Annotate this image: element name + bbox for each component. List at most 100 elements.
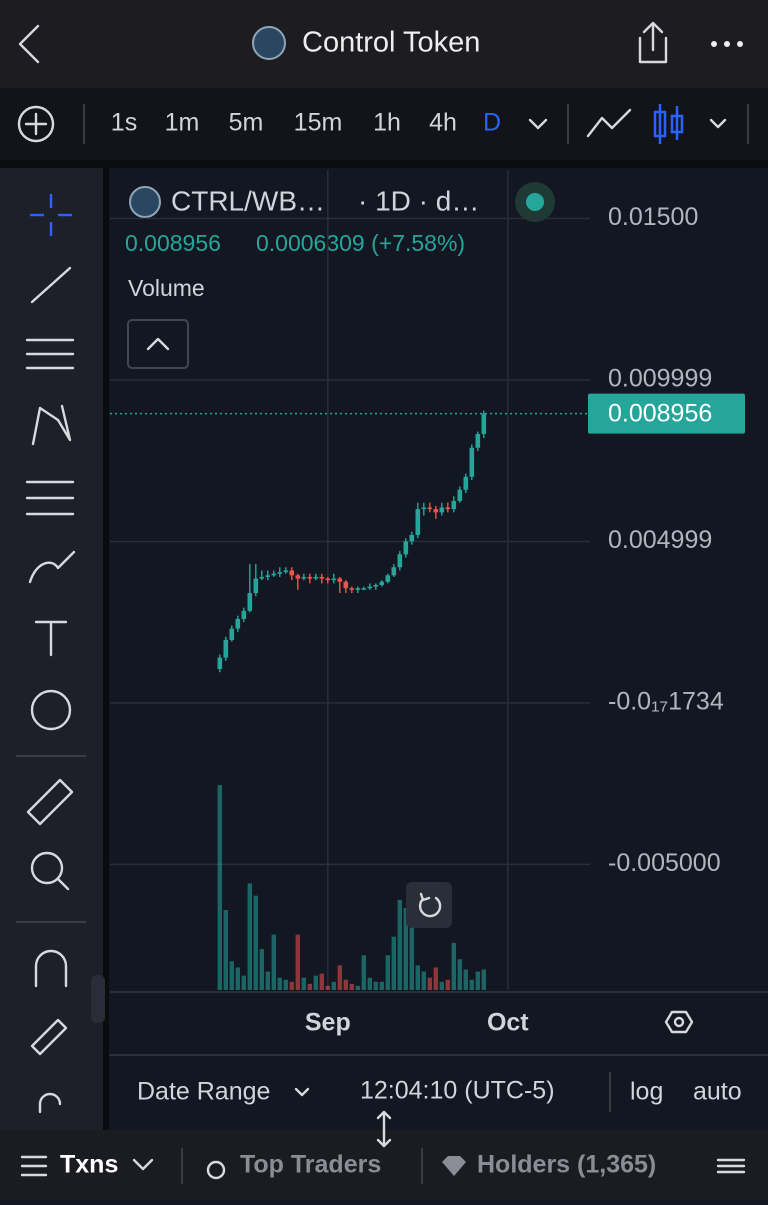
- unlock-tool[interactable]: [38, 1092, 62, 1114]
- volume-bar: [295, 934, 300, 990]
- candle-body: [307, 576, 313, 579]
- line-chart-button[interactable]: [586, 108, 632, 138]
- volume-bar: [361, 955, 366, 990]
- tab-holders[interactable]: Holders (1,365): [477, 1151, 656, 1179]
- volume-bar: [415, 965, 420, 990]
- more-button[interactable]: [711, 41, 743, 47]
- candle-chart-button[interactable]: [653, 104, 684, 144]
- candle-body: [337, 578, 343, 582]
- interval-button[interactable]: 15m: [294, 109, 343, 137]
- volume-bar: [481, 969, 486, 990]
- brush-tool[interactable]: [28, 550, 76, 584]
- candle-body: [415, 509, 421, 535]
- parallel-tool[interactable]: [25, 338, 75, 370]
- candle-body: [475, 433, 481, 448]
- txns-dropdown: [132, 1158, 154, 1171]
- settings-center: [673, 1016, 685, 1028]
- auto-toggle[interactable]: auto: [693, 1078, 742, 1106]
- volume-bar: [301, 977, 306, 990]
- interval-button[interactable]: 1m: [165, 109, 200, 137]
- y-tick-label: -0.005000: [608, 849, 721, 877]
- collapse-legend[interactable]: [127, 319, 189, 369]
- reset-icon: [418, 892, 442, 918]
- volume-bar: [451, 942, 456, 990]
- settings-button[interactable]: [664, 1010, 694, 1034]
- magnet-tool[interactable]: [34, 949, 68, 988]
- separator: [103, 168, 109, 1130]
- volume-bar: [385, 955, 390, 990]
- volume-bar: [247, 883, 252, 990]
- volume-bar: [283, 979, 288, 990]
- y-tick-label: 0.004999: [608, 526, 712, 554]
- chart-type-dropdown[interactable]: [709, 118, 727, 129]
- interval-button[interactable]: 1s: [111, 109, 137, 137]
- volume-bar: [319, 973, 324, 990]
- trophy-icon: [206, 1160, 226, 1180]
- clock: 12:04:10 (UTC-5): [360, 1077, 555, 1105]
- text-tool[interactable]: [34, 620, 68, 657]
- volume-bar: [265, 971, 270, 990]
- interval-button[interactable]: 5m: [229, 109, 264, 137]
- crosshair-tool[interactable]: [30, 194, 72, 236]
- date-range[interactable]: Date Range: [137, 1078, 270, 1106]
- diamond-icon: [442, 1156, 466, 1176]
- add-button[interactable]: [17, 105, 55, 143]
- volume-bar: [235, 967, 240, 990]
- volume-bar: [397, 899, 402, 990]
- candle-body: [277, 572, 283, 574]
- candle-body: [349, 588, 355, 590]
- volume-bar: [325, 985, 330, 990]
- status-dot: [526, 193, 544, 211]
- volume-bar: [457, 959, 462, 990]
- symbol-logo: [129, 186, 161, 218]
- tab-top-traders[interactable]: Top Traders: [240, 1151, 381, 1179]
- share-button[interactable]: [638, 21, 668, 64]
- volume-bar: [379, 981, 384, 990]
- pattern-tool[interactable]: [31, 404, 72, 446]
- candle-body: [283, 570, 289, 573]
- interval-dropdown[interactable]: [528, 118, 548, 130]
- volume-bar: [217, 785, 222, 990]
- tab-txns[interactable]: Txns: [60, 1151, 118, 1179]
- back-button[interactable]: [18, 24, 40, 64]
- volume-bar: [343, 979, 348, 990]
- volume-bar: [277, 977, 282, 990]
- volume-bar: [373, 981, 378, 990]
- candle-body: [295, 575, 301, 579]
- interval-button[interactable]: 4h: [429, 109, 457, 137]
- log-toggle[interactable]: log: [630, 1078, 663, 1106]
- resize-handle[interactable]: [376, 1110, 392, 1148]
- trendline-tool[interactable]: [30, 266, 72, 304]
- more-tabs[interactable]: [716, 1158, 746, 1174]
- chart-area: [109, 168, 768, 1130]
- candle-body: [271, 573, 277, 576]
- volume-bar: [289, 981, 294, 990]
- collapse-toolbar[interactable]: [91, 975, 105, 1023]
- candle-body: [403, 541, 409, 555]
- candle-body: [247, 593, 253, 611]
- emoji-tool[interactable]: [30, 689, 72, 731]
- last-price-tag: [588, 393, 745, 434]
- ruler-tool[interactable]: [26, 778, 74, 826]
- candle-body: [343, 581, 349, 589]
- interval-button[interactable]: D: [483, 109, 501, 137]
- candle-body: [397, 554, 403, 568]
- volume-bar: [337, 965, 342, 990]
- lock-drawing-tool[interactable]: [30, 1018, 68, 1056]
- volume-bar: [259, 949, 264, 990]
- candle-body: [445, 507, 451, 510]
- candle-body: [421, 507, 427, 510]
- candle-body: [265, 575, 271, 577]
- volume-bar: [331, 981, 336, 990]
- candle-body: [313, 576, 319, 579]
- candle-body: [481, 413, 487, 434]
- chevron-up: [146, 337, 170, 351]
- candle-body: [217, 657, 223, 669]
- interval-button[interactable]: 1h: [373, 109, 401, 137]
- reset-button[interactable]: [406, 882, 452, 928]
- zoom-tool[interactable]: [30, 851, 64, 885]
- volume-bar: [307, 983, 312, 990]
- fib-tool[interactable]: [25, 480, 75, 516]
